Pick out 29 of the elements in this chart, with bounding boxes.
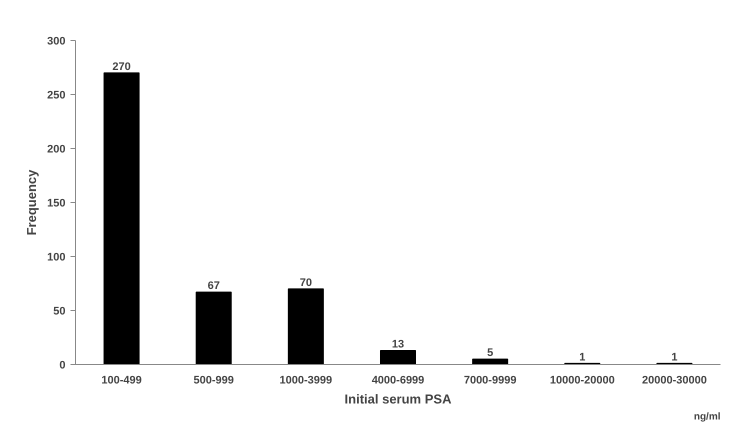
bar — [104, 72, 140, 364]
x-tick-label: 4000-6999 — [372, 374, 424, 386]
x-tick-label: 100-499 — [101, 374, 142, 386]
data-label: 67 — [208, 280, 220, 292]
x-tick-label: 20000-30000 — [642, 374, 707, 386]
data-label: 5 — [487, 347, 494, 360]
data-label: 13 — [392, 338, 404, 350]
x-tick-label: 1000-3999 — [280, 374, 332, 386]
bar — [380, 350, 416, 364]
text: ng/ml — [694, 412, 721, 422]
y-tick-label: 100 — [47, 252, 66, 264]
y-tick-label: 300 — [47, 36, 66, 48]
y-axis-title: Frequency — [24, 168, 40, 236]
x-tick-label: 7000-9999 — [464, 374, 516, 386]
x-tick-label: 10000-20000 — [550, 374, 615, 386]
y-tick-label: 150 — [47, 198, 66, 210]
y-tick-label: 250 — [47, 90, 66, 102]
bar — [472, 358, 508, 364]
bar — [196, 292, 232, 364]
data-label: 1 — [579, 351, 586, 364]
x-axis-title: Initial serum PSA — [344, 392, 452, 406]
data-label: 270 — [112, 60, 131, 73]
data-label: 70 — [300, 276, 312, 289]
x-tick-label: 500-999 — [194, 374, 234, 386]
bar — [288, 288, 324, 364]
y-tick-label: 50 — [53, 306, 66, 318]
y-tick-label: 0 — [59, 360, 66, 372]
y-tick-label: 200 — [47, 144, 66, 156]
data-label: 1 — [671, 351, 678, 364]
